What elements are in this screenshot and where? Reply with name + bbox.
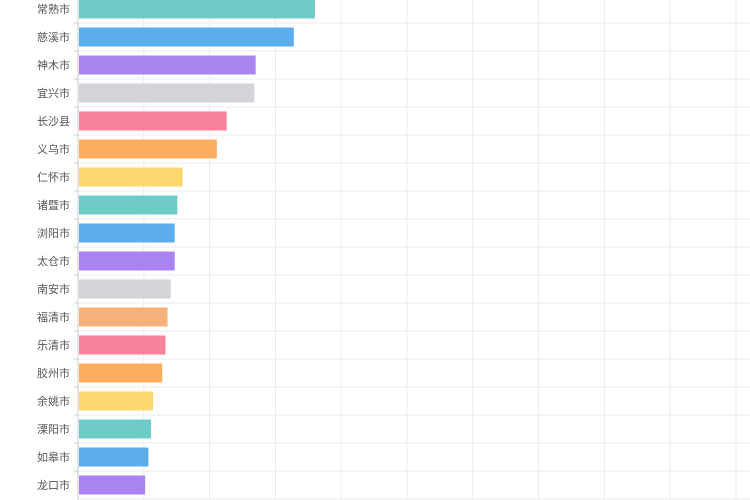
bar-4 bbox=[79, 83, 255, 103]
category-label-8: 诸暨市 bbox=[37, 198, 70, 212]
bar-10 bbox=[79, 251, 175, 271]
bar-6 bbox=[79, 139, 217, 159]
category-label-10: 太仓市 bbox=[37, 254, 70, 268]
bar-18 bbox=[79, 475, 146, 495]
bar-9 bbox=[79, 223, 175, 243]
category-label-5: 长沙县 bbox=[37, 115, 70, 128]
category-label-13: 乐清市 bbox=[37, 338, 70, 352]
bar-13 bbox=[79, 335, 166, 355]
bar-3 bbox=[79, 55, 256, 75]
bar-15 bbox=[79, 391, 154, 411]
category-label-14: 胶州市 bbox=[37, 366, 70, 380]
category-label-2: 慈溪市 bbox=[37, 30, 70, 44]
bar-layer bbox=[79, 0, 315, 495]
bar-5 bbox=[79, 111, 227, 131]
bar-12 bbox=[79, 307, 168, 327]
axis-layer bbox=[74, 0, 79, 500]
category-label-layer: 常熟市慈溪市神木市宜兴市长沙县义乌市仁怀市诸暨市浏阳市太仓市南安市福清市乐清市胶… bbox=[37, 2, 70, 492]
category-label-1: 常熟市 bbox=[37, 2, 70, 16]
bar-2 bbox=[79, 27, 294, 47]
bar-16 bbox=[79, 419, 152, 439]
category-label-7: 仁怀市 bbox=[37, 170, 70, 184]
grid-layer bbox=[78, 0, 750, 500]
category-label-16: 溧阳市 bbox=[37, 422, 70, 436]
category-label-6: 义乌市 bbox=[37, 142, 70, 156]
category-label-3: 神木市 bbox=[37, 58, 70, 72]
bar-14 bbox=[79, 363, 163, 383]
bar-17 bbox=[79, 447, 149, 467]
bar-7 bbox=[79, 167, 183, 187]
category-label-11: 南安市 bbox=[37, 282, 70, 296]
bar-11 bbox=[79, 279, 171, 299]
category-label-4: 宜兴市 bbox=[37, 86, 70, 100]
bar-1 bbox=[79, 0, 315, 19]
category-label-15: 余姚市 bbox=[37, 394, 70, 408]
category-label-12: 福清市 bbox=[37, 310, 70, 324]
category-label-18: 龙口市 bbox=[37, 478, 70, 492]
bar-8 bbox=[79, 195, 178, 215]
category-label-9: 浏阳市 bbox=[37, 226, 70, 240]
category-label-17: 如皋市 bbox=[37, 450, 70, 464]
